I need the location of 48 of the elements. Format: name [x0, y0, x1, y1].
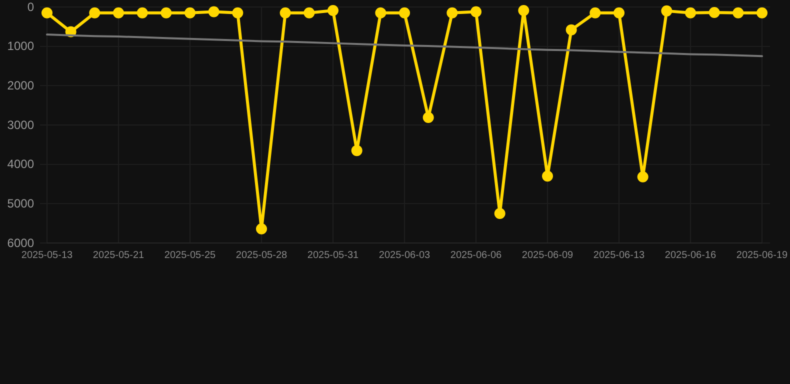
- point: [328, 5, 338, 16]
- point: [256, 223, 267, 234]
- x-tick-label: 2025-06-03: [378, 250, 431, 262]
- point: [42, 7, 52, 18]
- point: [708, 7, 720, 18]
- y-tick-label: 2000: [7, 78, 34, 93]
- y-tick-label: 4000: [7, 157, 34, 172]
- y-tick-label: 3000: [7, 118, 34, 132]
- x-tick-label: 2025-06-13: [593, 250, 646, 262]
- point: [446, 7, 458, 18]
- point: [208, 6, 220, 18]
- point: [304, 7, 315, 18]
- x-tick-label: 2025-05-25: [164, 250, 216, 262]
- point: [89, 7, 100, 18]
- y-tick-label: 6000: [7, 236, 34, 250]
- point: [351, 145, 362, 156]
- point: [113, 7, 124, 18]
- x-tick-label: 2025-05-31: [307, 250, 360, 262]
- point: [518, 5, 530, 16]
- point: [566, 24, 577, 36]
- point: [136, 7, 148, 18]
- point: [732, 7, 744, 18]
- point: [685, 7, 696, 18]
- x-tick-label: 2025-05-28: [236, 250, 288, 262]
- point: [614, 7, 624, 18]
- y-tick-label: 0: [27, 0, 34, 14]
- x-tick-label: 2025-06-16: [664, 250, 717, 262]
- point: [184, 7, 196, 18]
- point: [160, 7, 172, 18]
- point: [232, 7, 244, 18]
- point: [280, 7, 291, 18]
- x-tick-label: 2025-06-19: [736, 250, 788, 262]
- x-tick-label: 2025-06-06: [450, 250, 502, 262]
- point: [422, 112, 434, 124]
- point: [494, 208, 506, 219]
- point: [375, 7, 386, 18]
- point: [590, 7, 601, 18]
- point: [661, 5, 672, 16]
- x-tick-label: 2025-05-21: [92, 250, 145, 262]
- point: [637, 171, 648, 182]
- point: [399, 7, 410, 18]
- point: [756, 7, 768, 18]
- y-tick-label: 5000: [7, 196, 34, 211]
- y-tick-label: 1000: [7, 39, 34, 54]
- point: [542, 170, 553, 182]
- x-tick-label: 2025-06-09: [522, 250, 574, 262]
- x-tick-label: 2025-05-13: [21, 250, 74, 262]
- point: [470, 6, 482, 18]
